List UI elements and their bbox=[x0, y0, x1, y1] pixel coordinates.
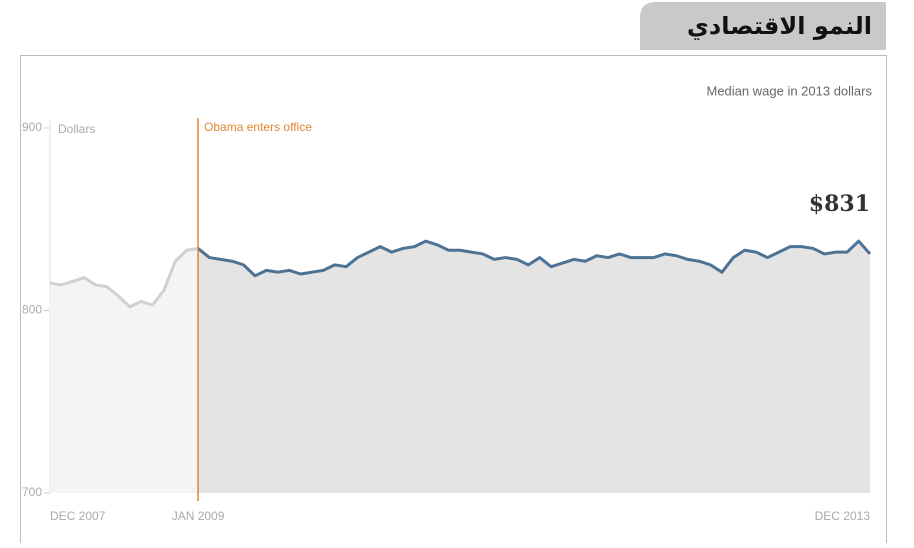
subtitle: Median wage in 2013 dollars bbox=[707, 83, 873, 98]
value-label: $831 bbox=[809, 191, 870, 217]
after-line bbox=[197, 239, 872, 278]
after-area bbox=[198, 241, 871, 493]
header-title: النمو الاقتصادي bbox=[687, 12, 872, 40]
before-area bbox=[50, 248, 199, 493]
y-tick-label: 700 bbox=[22, 485, 42, 499]
x-tick-label: DEC 2013 bbox=[815, 509, 871, 523]
y-axis-label: Dollars bbox=[58, 122, 95, 136]
y-tick-label: 900 bbox=[22, 120, 42, 134]
y-tick-label: 800 bbox=[22, 303, 42, 317]
annotation-text: Obama enters office bbox=[204, 120, 312, 134]
x-tick-label: JAN 2009 bbox=[172, 509, 225, 523]
header-tab bbox=[640, 2, 886, 50]
before-line bbox=[49, 246, 199, 309]
x-tick-label: DEC 2007 bbox=[50, 509, 106, 523]
